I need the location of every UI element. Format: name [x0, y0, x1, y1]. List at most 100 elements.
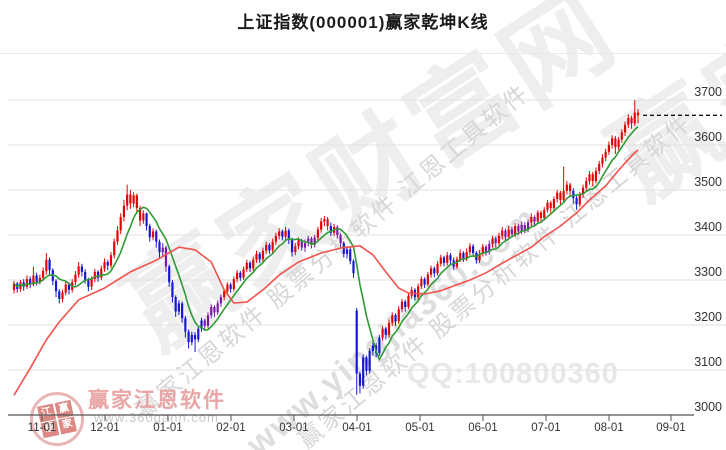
- candle-body: [161, 247, 164, 253]
- x-axis-label: 07-01: [531, 422, 560, 434]
- candle-body: [187, 331, 190, 343]
- candle-body: [630, 118, 633, 124]
- candle-body: [155, 231, 158, 242]
- candle-body: [58, 291, 61, 299]
- candle-body: [530, 217, 533, 223]
- candle-body: [274, 235, 277, 242]
- candle-body: [119, 217, 122, 231]
- candle-body: [426, 274, 429, 285]
- candle-body: [84, 271, 87, 280]
- candle-body: [206, 315, 210, 326]
- y-axis-label: 3200: [694, 310, 722, 324]
- candle-body: [232, 279, 235, 289]
- candle-body: [459, 253, 462, 260]
- candle-body: [549, 202, 552, 208]
- candle-body: [368, 351, 371, 371]
- candle-body: [355, 310, 358, 374]
- candle-body: [93, 271, 96, 280]
- candle-body: [64, 284, 67, 293]
- candle-body: [623, 124, 627, 133]
- x-axis-label: 11-01: [28, 422, 57, 434]
- candle-body: [352, 261, 355, 274]
- candle-body: [433, 268, 436, 274]
- candle-body: [320, 221, 323, 230]
- candle-body: [484, 246, 488, 253]
- candle-body: [552, 199, 556, 208]
- candle-body: [488, 244, 491, 253]
- candle-body: [48, 259, 51, 271]
- candle-body: [504, 230, 507, 237]
- candle-body: [145, 213, 148, 226]
- candle-body: [397, 309, 400, 322]
- candle-body: [546, 202, 549, 210]
- candle-body: [371, 345, 374, 352]
- candle-body: [35, 275, 38, 282]
- x-axis-label: 09-01: [656, 422, 685, 434]
- candle-body: [575, 198, 578, 205]
- candle-body: [601, 157, 604, 164]
- candle-body: [565, 184, 568, 191]
- x-axis-label: 12-01: [90, 422, 119, 434]
- candle-body: [61, 292, 64, 299]
- candle-body: [611, 138, 614, 145]
- candle-body: [336, 226, 339, 235]
- candle-body: [193, 334, 197, 340]
- candle-body: [294, 246, 297, 253]
- candle-body: [491, 238, 494, 244]
- candle-body: [223, 291, 226, 298]
- candle-body: [22, 282, 25, 287]
- candle-body: [588, 174, 591, 181]
- candle-body: [497, 235, 501, 244]
- candle-body: [404, 301, 407, 307]
- candle-body: [54, 280, 58, 292]
- candle-body: [100, 268, 103, 278]
- candle-body: [520, 225, 523, 232]
- candle-body: [439, 257, 442, 264]
- y-axis-label: 3300: [694, 265, 722, 279]
- x-axis-label: 02-01: [216, 422, 245, 434]
- candle-body: [135, 195, 138, 208]
- candle-body: [164, 247, 168, 267]
- candle-body: [407, 295, 410, 307]
- candle-body: [287, 230, 290, 240]
- candle-body: [258, 253, 261, 260]
- candle-body: [229, 284, 232, 289]
- candle-body: [281, 231, 284, 237]
- candle-body: [242, 269, 245, 278]
- candle-body: [362, 357, 365, 386]
- slow-ma-line: [13, 149, 639, 396]
- candle-body: [620, 132, 623, 140]
- candle-body: [271, 241, 274, 251]
- candle-body: [442, 257, 446, 263]
- candle-body: [481, 246, 484, 254]
- candle-body: [261, 250, 265, 260]
- candle-body: [365, 357, 368, 371]
- candle-body: [158, 241, 161, 253]
- candle-body: [174, 297, 177, 312]
- candle-body: [213, 307, 216, 313]
- candle-body: [203, 320, 206, 326]
- candle-body: [32, 275, 35, 285]
- candle-body: [339, 235, 342, 244]
- candle-body: [510, 229, 514, 235]
- candle-body: [323, 219, 326, 222]
- logo-software-name: 赢家江恩软件: [88, 389, 226, 412]
- candles-layer: [12, 100, 640, 395]
- candle-body: [248, 262, 252, 269]
- candle-body: [517, 226, 520, 232]
- candle-body: [627, 118, 630, 125]
- candle-body: [326, 219, 329, 226]
- candle-body: [543, 209, 546, 218]
- candle-body: [90, 279, 93, 287]
- y-axis-label: 3500: [694, 175, 722, 189]
- candle-body: [190, 334, 193, 343]
- candle-body: [507, 229, 510, 237]
- y-axis-label: 3000: [694, 400, 722, 414]
- candle-body: [449, 255, 452, 261]
- candle-body: [129, 194, 132, 204]
- candle-body: [181, 303, 184, 319]
- x-axis-label: 08-01: [594, 422, 623, 434]
- candle-body: [607, 145, 611, 152]
- candle-body: [539, 212, 543, 218]
